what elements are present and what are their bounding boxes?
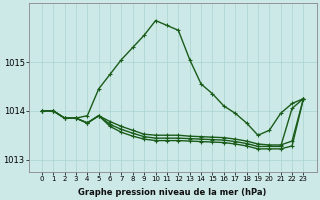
X-axis label: Graphe pression niveau de la mer (hPa): Graphe pression niveau de la mer (hPa) (78, 188, 267, 197)
